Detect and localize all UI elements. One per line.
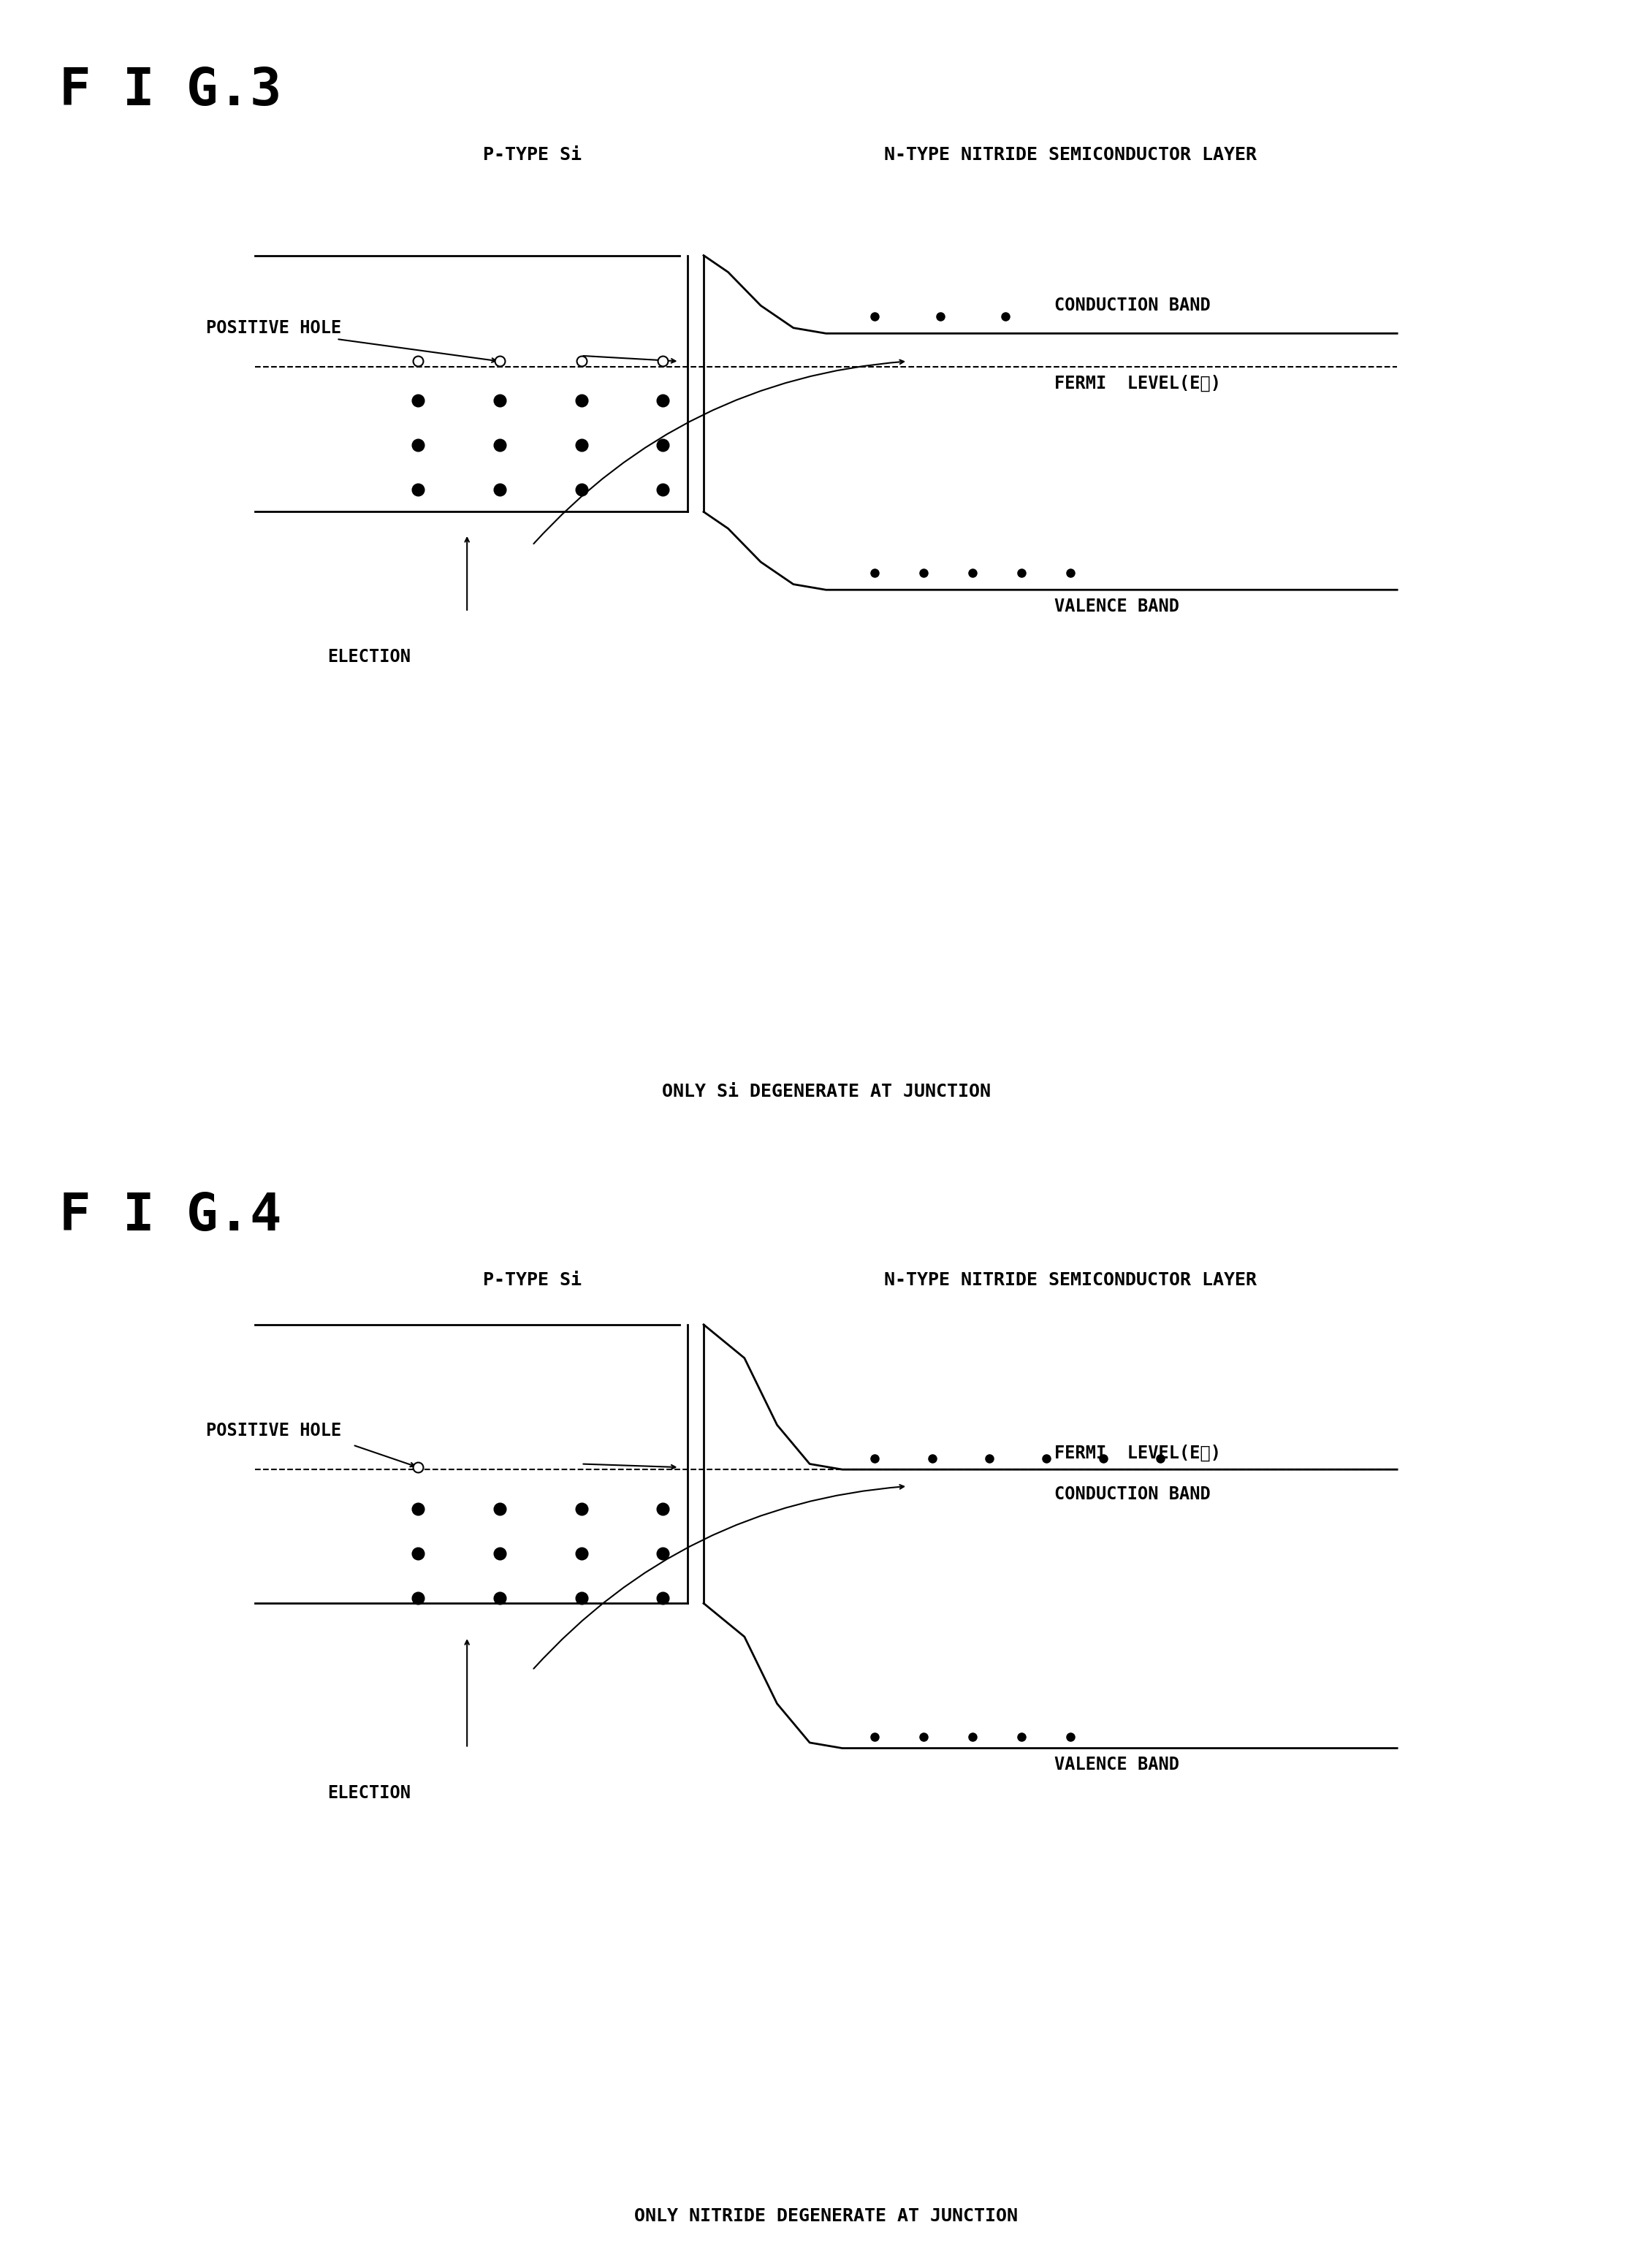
Text: F I G.3: F I G.3 <box>59 66 281 115</box>
Text: ELECTION: ELECTION <box>327 1783 411 1801</box>
Text: P-TYPE Si: P-TYPE Si <box>482 147 582 163</box>
Text: F I G.4: F I G.4 <box>59 1191 281 1241</box>
Text: ONLY NITRIDE DEGENERATE AT JUNCTION: ONLY NITRIDE DEGENERATE AT JUNCTION <box>634 2208 1018 2226</box>
Text: VALENCE BAND: VALENCE BAND <box>1054 1756 1180 1774</box>
Text: POSITIVE HOLE: POSITIVE HOLE <box>206 1422 342 1440</box>
Text: FERMI  LEVEL(E₟): FERMI LEVEL(E₟) <box>1054 375 1221 393</box>
Text: VALENCE BAND: VALENCE BAND <box>1054 599 1180 615</box>
Text: CONDUCTION BAND: CONDUCTION BAND <box>1054 1485 1211 1503</box>
Text: ELECTION: ELECTION <box>327 649 411 664</box>
Text: P-TYPE Si: P-TYPE Si <box>482 1270 582 1288</box>
Text: N-TYPE NITRIDE SEMICONDUCTOR LAYER: N-TYPE NITRIDE SEMICONDUCTOR LAYER <box>884 147 1257 163</box>
Text: FERMI  LEVEL(E₟): FERMI LEVEL(E₟) <box>1054 1444 1221 1462</box>
Text: N-TYPE NITRIDE SEMICONDUCTOR LAYER: N-TYPE NITRIDE SEMICONDUCTOR LAYER <box>884 1270 1257 1288</box>
Text: ONLY Si DEGENERATE AT JUNCTION: ONLY Si DEGENERATE AT JUNCTION <box>661 1083 991 1101</box>
Text: CONDUCTION BAND: CONDUCTION BAND <box>1054 296 1211 314</box>
Text: POSITIVE HOLE: POSITIVE HOLE <box>206 319 342 337</box>
